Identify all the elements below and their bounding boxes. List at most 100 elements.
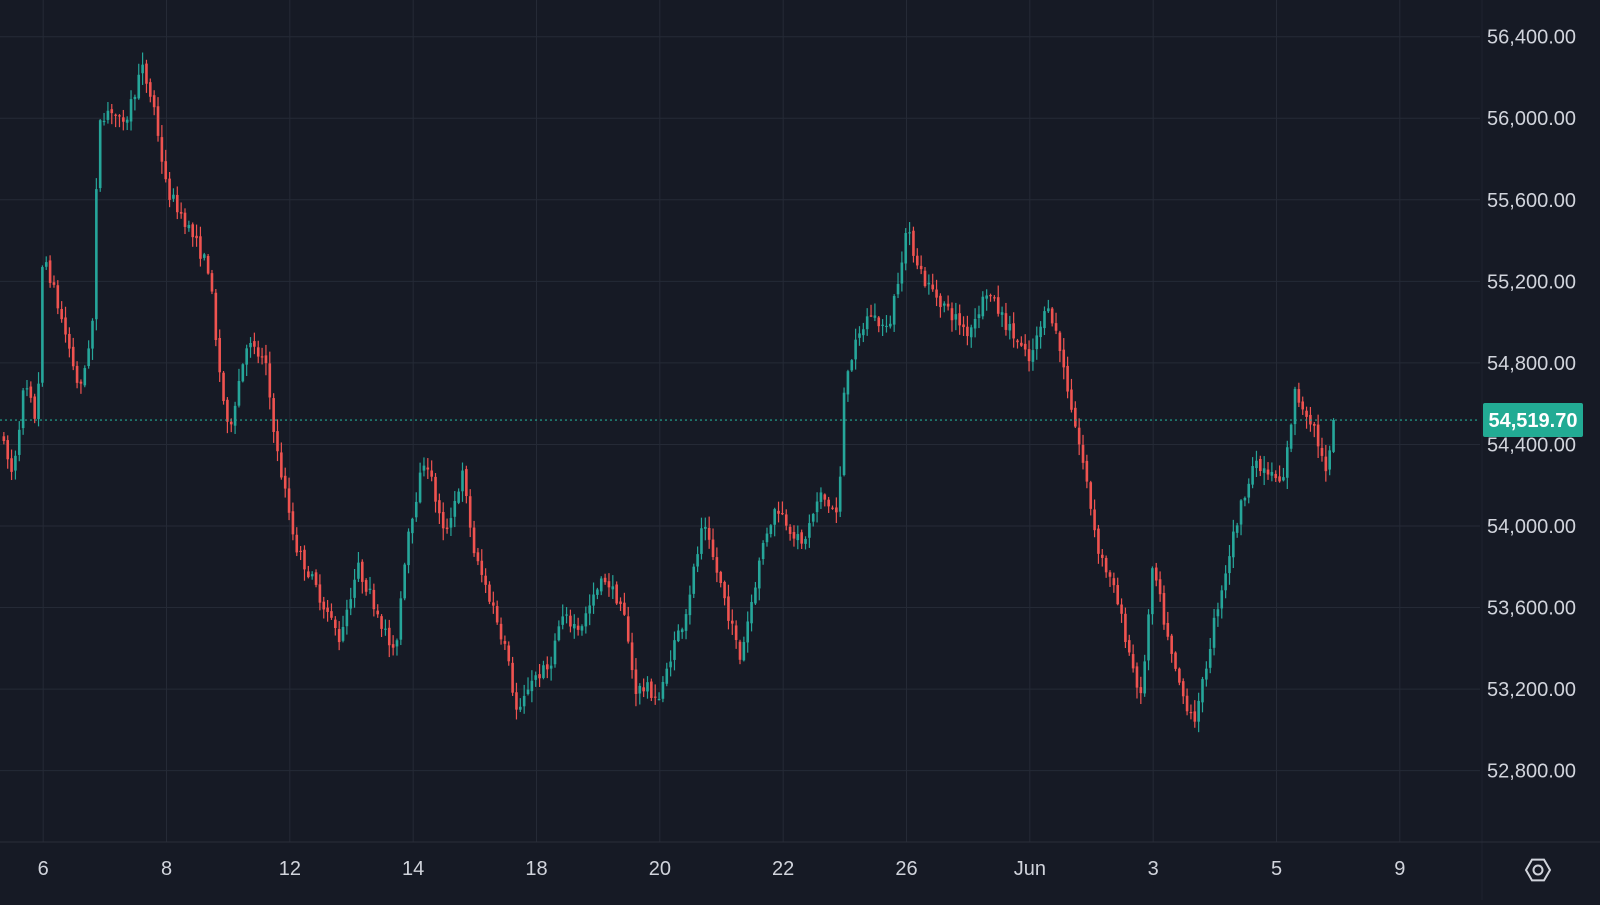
settings-icon[interactable] [1524,858,1552,882]
candle [1301,396,1305,415]
candle [784,509,788,531]
candle-body [110,109,114,114]
candle [484,568,487,594]
candle-body [1093,509,1096,531]
candle [1285,440,1289,490]
candle [846,369,850,402]
candle-body [1316,424,1320,447]
candle [434,473,437,513]
time-tick-label: 12 [279,858,301,880]
time-tick-label: 6 [38,858,49,880]
price-tick-label: 53,600.00 [1487,598,1576,620]
candle-body [1158,579,1162,595]
candle [1266,462,1270,480]
time-tick-label: 22 [772,858,794,880]
candle-body [33,396,36,419]
candle [677,624,680,643]
candle [129,90,133,131]
candle-body [1239,500,1243,525]
candle [1070,378,1073,413]
candle-body [183,212,187,227]
candle [183,208,187,235]
candle-body [426,467,430,470]
candle [145,59,148,93]
candle-body [260,356,264,358]
candle [688,585,692,625]
candle-body [1181,681,1185,697]
candle [1100,549,1104,567]
candle [468,489,472,538]
candle-body [700,528,703,554]
candle-body [1197,700,1200,722]
price-tick-label: 53,200.00 [1487,679,1576,701]
candle [29,381,33,403]
candle [572,614,576,639]
candle-body [1085,460,1089,482]
candle [1043,306,1046,336]
candle [935,279,938,307]
candle [757,557,761,601]
candle [515,682,518,720]
candle-body [395,640,399,647]
candle-body [1251,466,1254,485]
candle [457,488,460,505]
candle-body [1027,349,1031,362]
candle [603,573,607,585]
candle-body [815,501,819,513]
candle [711,528,715,561]
candle-body [665,668,669,684]
candle-body [191,224,195,238]
candle-body [102,120,106,123]
candle [326,599,329,622]
time-axis[interactable]: 6 8 12 14 18 20 22 26 Jun 3 5 9 [38,858,1406,880]
candle-body [276,431,279,452]
candle-body [202,254,206,258]
candle [522,684,526,714]
candle-body [310,574,314,577]
candle [1054,312,1058,335]
candle [538,664,541,687]
candle [1016,338,1019,349]
candle [565,607,568,624]
candle-body [25,388,29,390]
candle-body [1274,473,1278,479]
candle-body [1262,468,1266,473]
candle-body [438,500,441,514]
candle-body [106,110,110,120]
price-axis[interactable]: 56,400.00 56,000.00 55,600.00 55,200.00 54,8… [1481,0,1576,900]
candle-body [118,115,121,117]
candle [411,517,414,544]
candle [1085,454,1089,489]
candle [842,387,846,477]
candle-body [684,614,688,631]
candle [1270,462,1274,482]
candle-body [1162,593,1166,625]
candle [1312,422,1316,438]
candle-body [981,296,985,317]
candle [299,545,302,561]
candle-body [1043,311,1046,329]
candle [1259,455,1262,477]
candle [56,280,60,315]
candle [141,52,144,85]
candle-body [919,265,923,270]
candle [1108,570,1112,587]
candle-body [881,324,884,326]
candle [314,569,318,588]
candle [245,344,248,377]
candle [1000,306,1004,327]
candle-body [249,342,252,348]
candle-body [1305,410,1308,417]
candle-body [68,333,71,349]
candle [14,450,17,480]
candle-body [1328,450,1331,470]
candle-body [973,318,977,329]
candle-body [966,326,969,337]
time-tick-label: 18 [525,858,547,880]
candle [835,497,838,523]
candle-body [769,525,773,534]
candle [1023,334,1027,357]
candle-body [1116,585,1120,605]
